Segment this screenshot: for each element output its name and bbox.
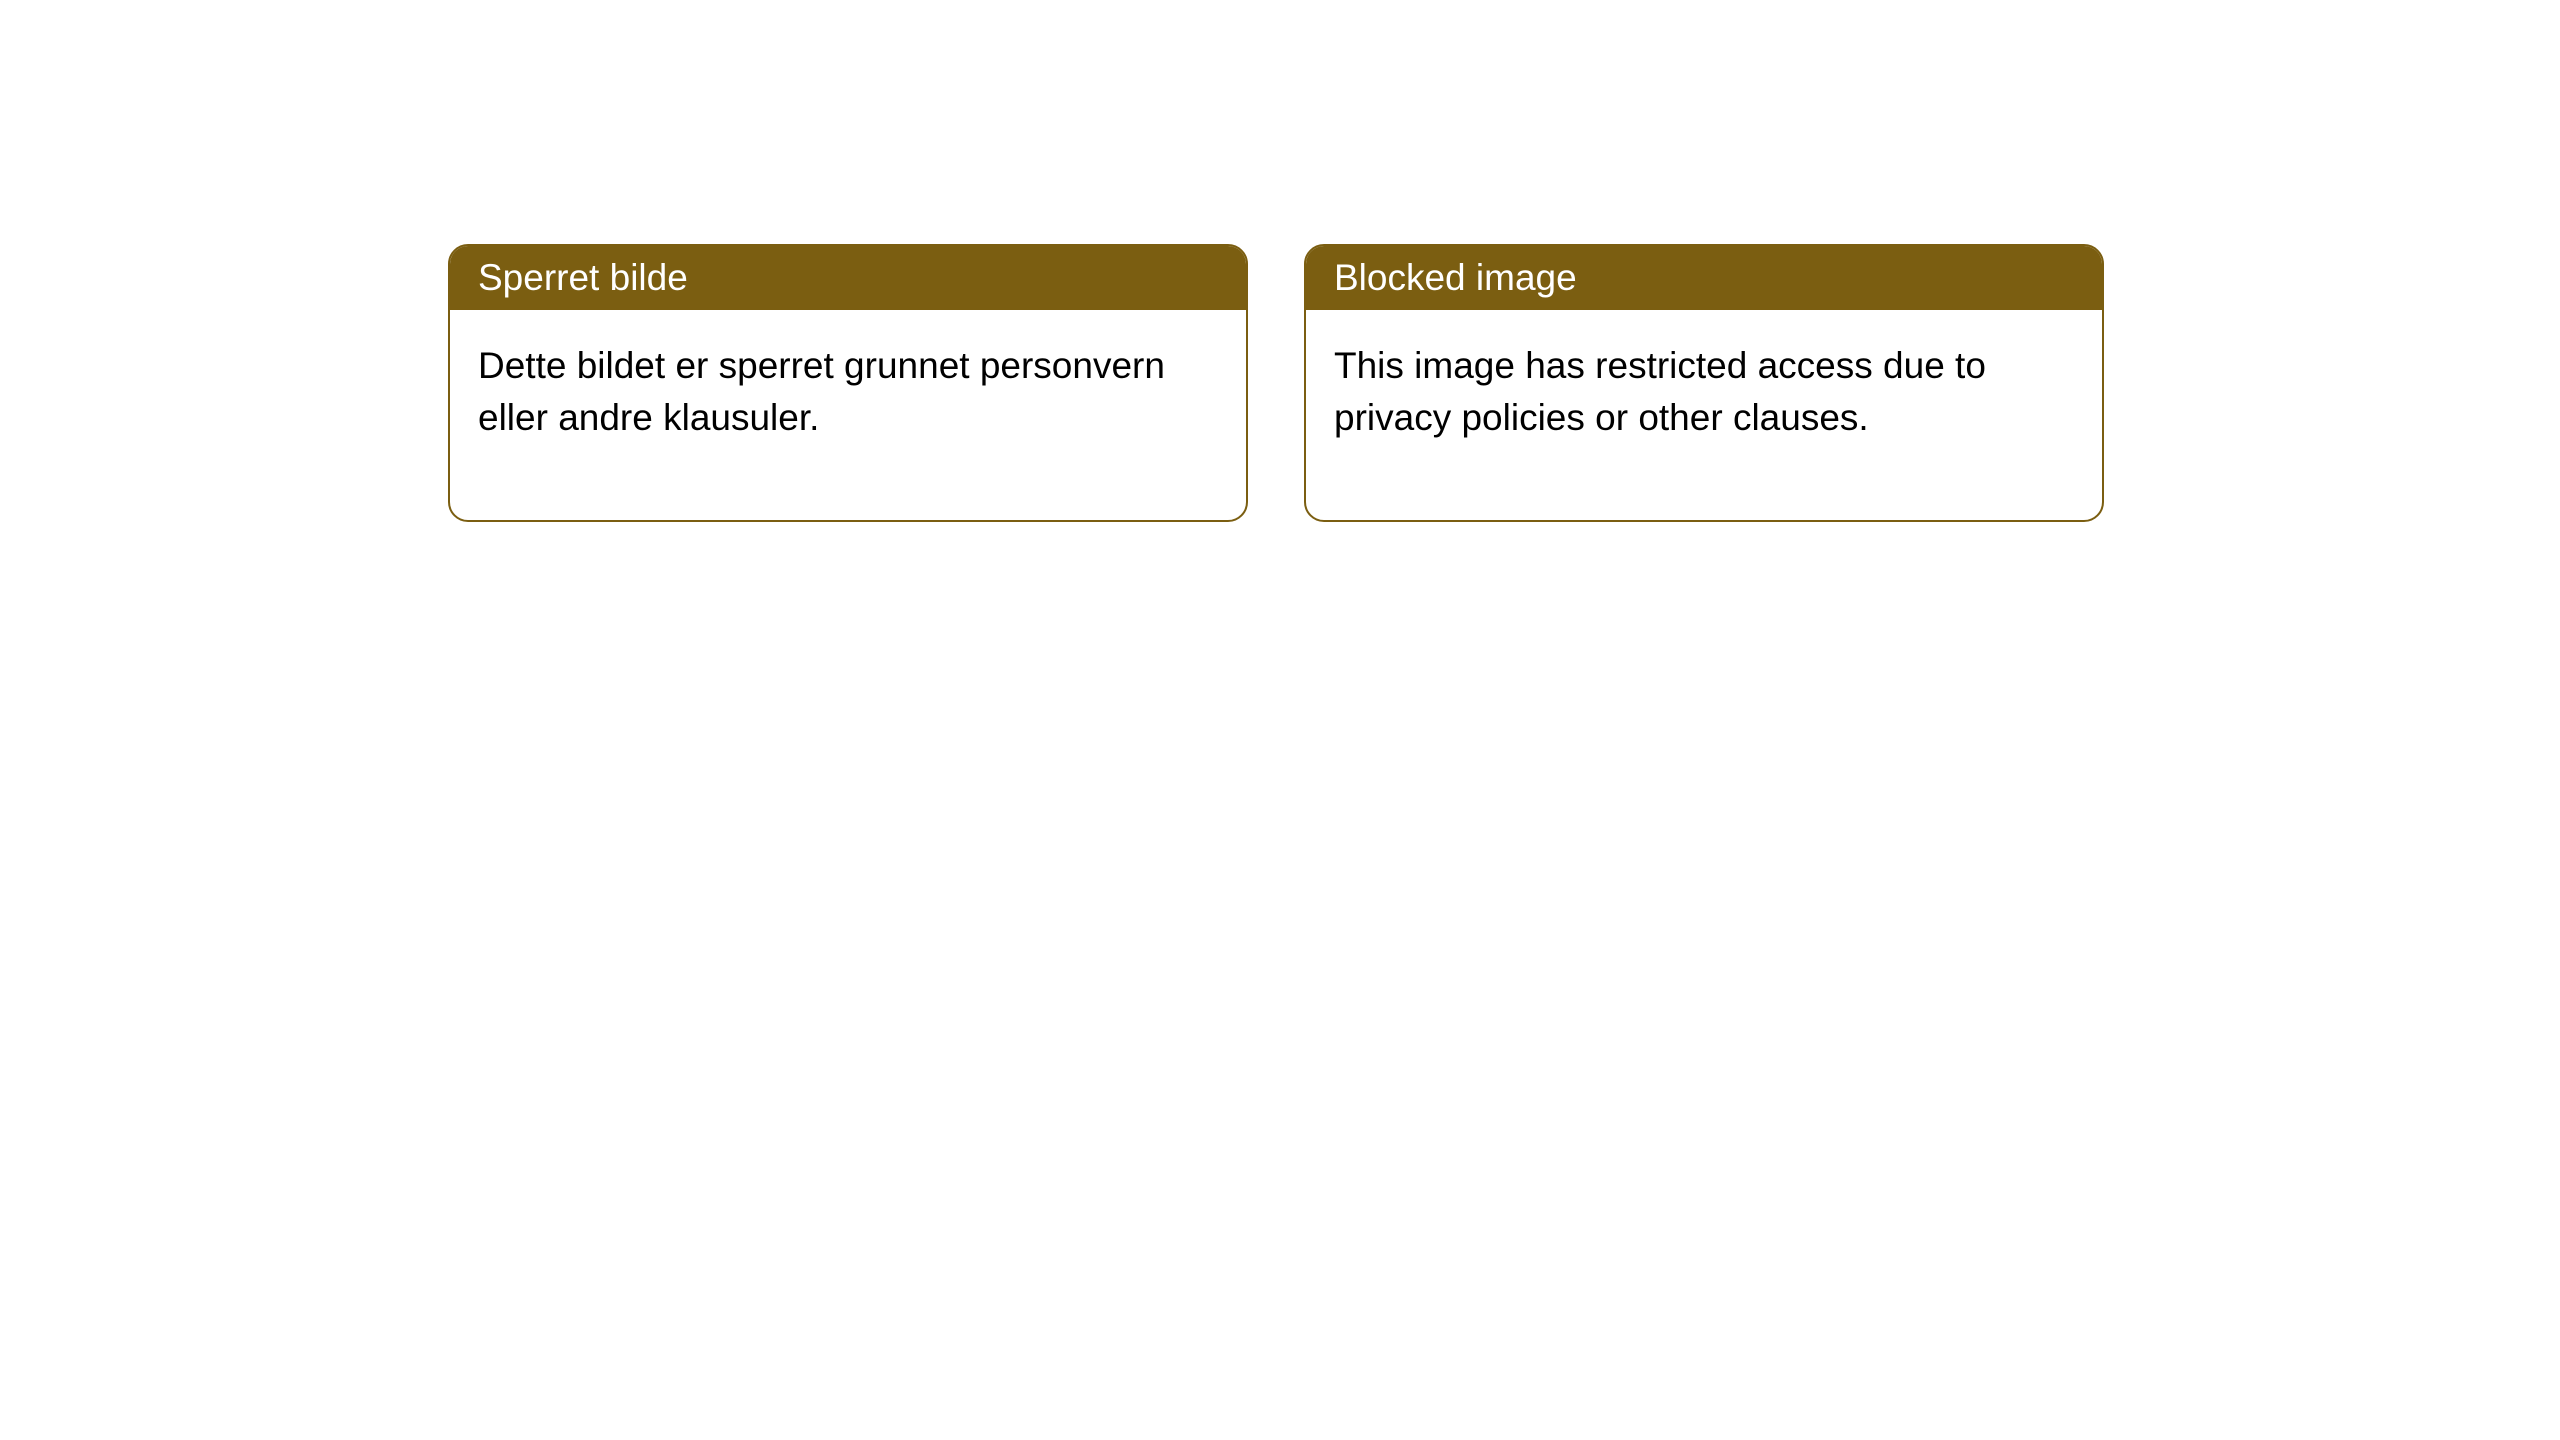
notice-container: Sperret bilde Dette bildet er sperret gr…: [0, 0, 2560, 522]
notice-card-norwegian: Sperret bilde Dette bildet er sperret gr…: [448, 244, 1248, 522]
notice-card-english: Blocked image This image has restricted …: [1304, 244, 2104, 522]
notice-title: Blocked image: [1306, 246, 2102, 310]
notice-title: Sperret bilde: [450, 246, 1246, 310]
notice-body: Dette bildet er sperret grunnet personve…: [450, 310, 1246, 520]
notice-body: This image has restricted access due to …: [1306, 310, 2102, 520]
